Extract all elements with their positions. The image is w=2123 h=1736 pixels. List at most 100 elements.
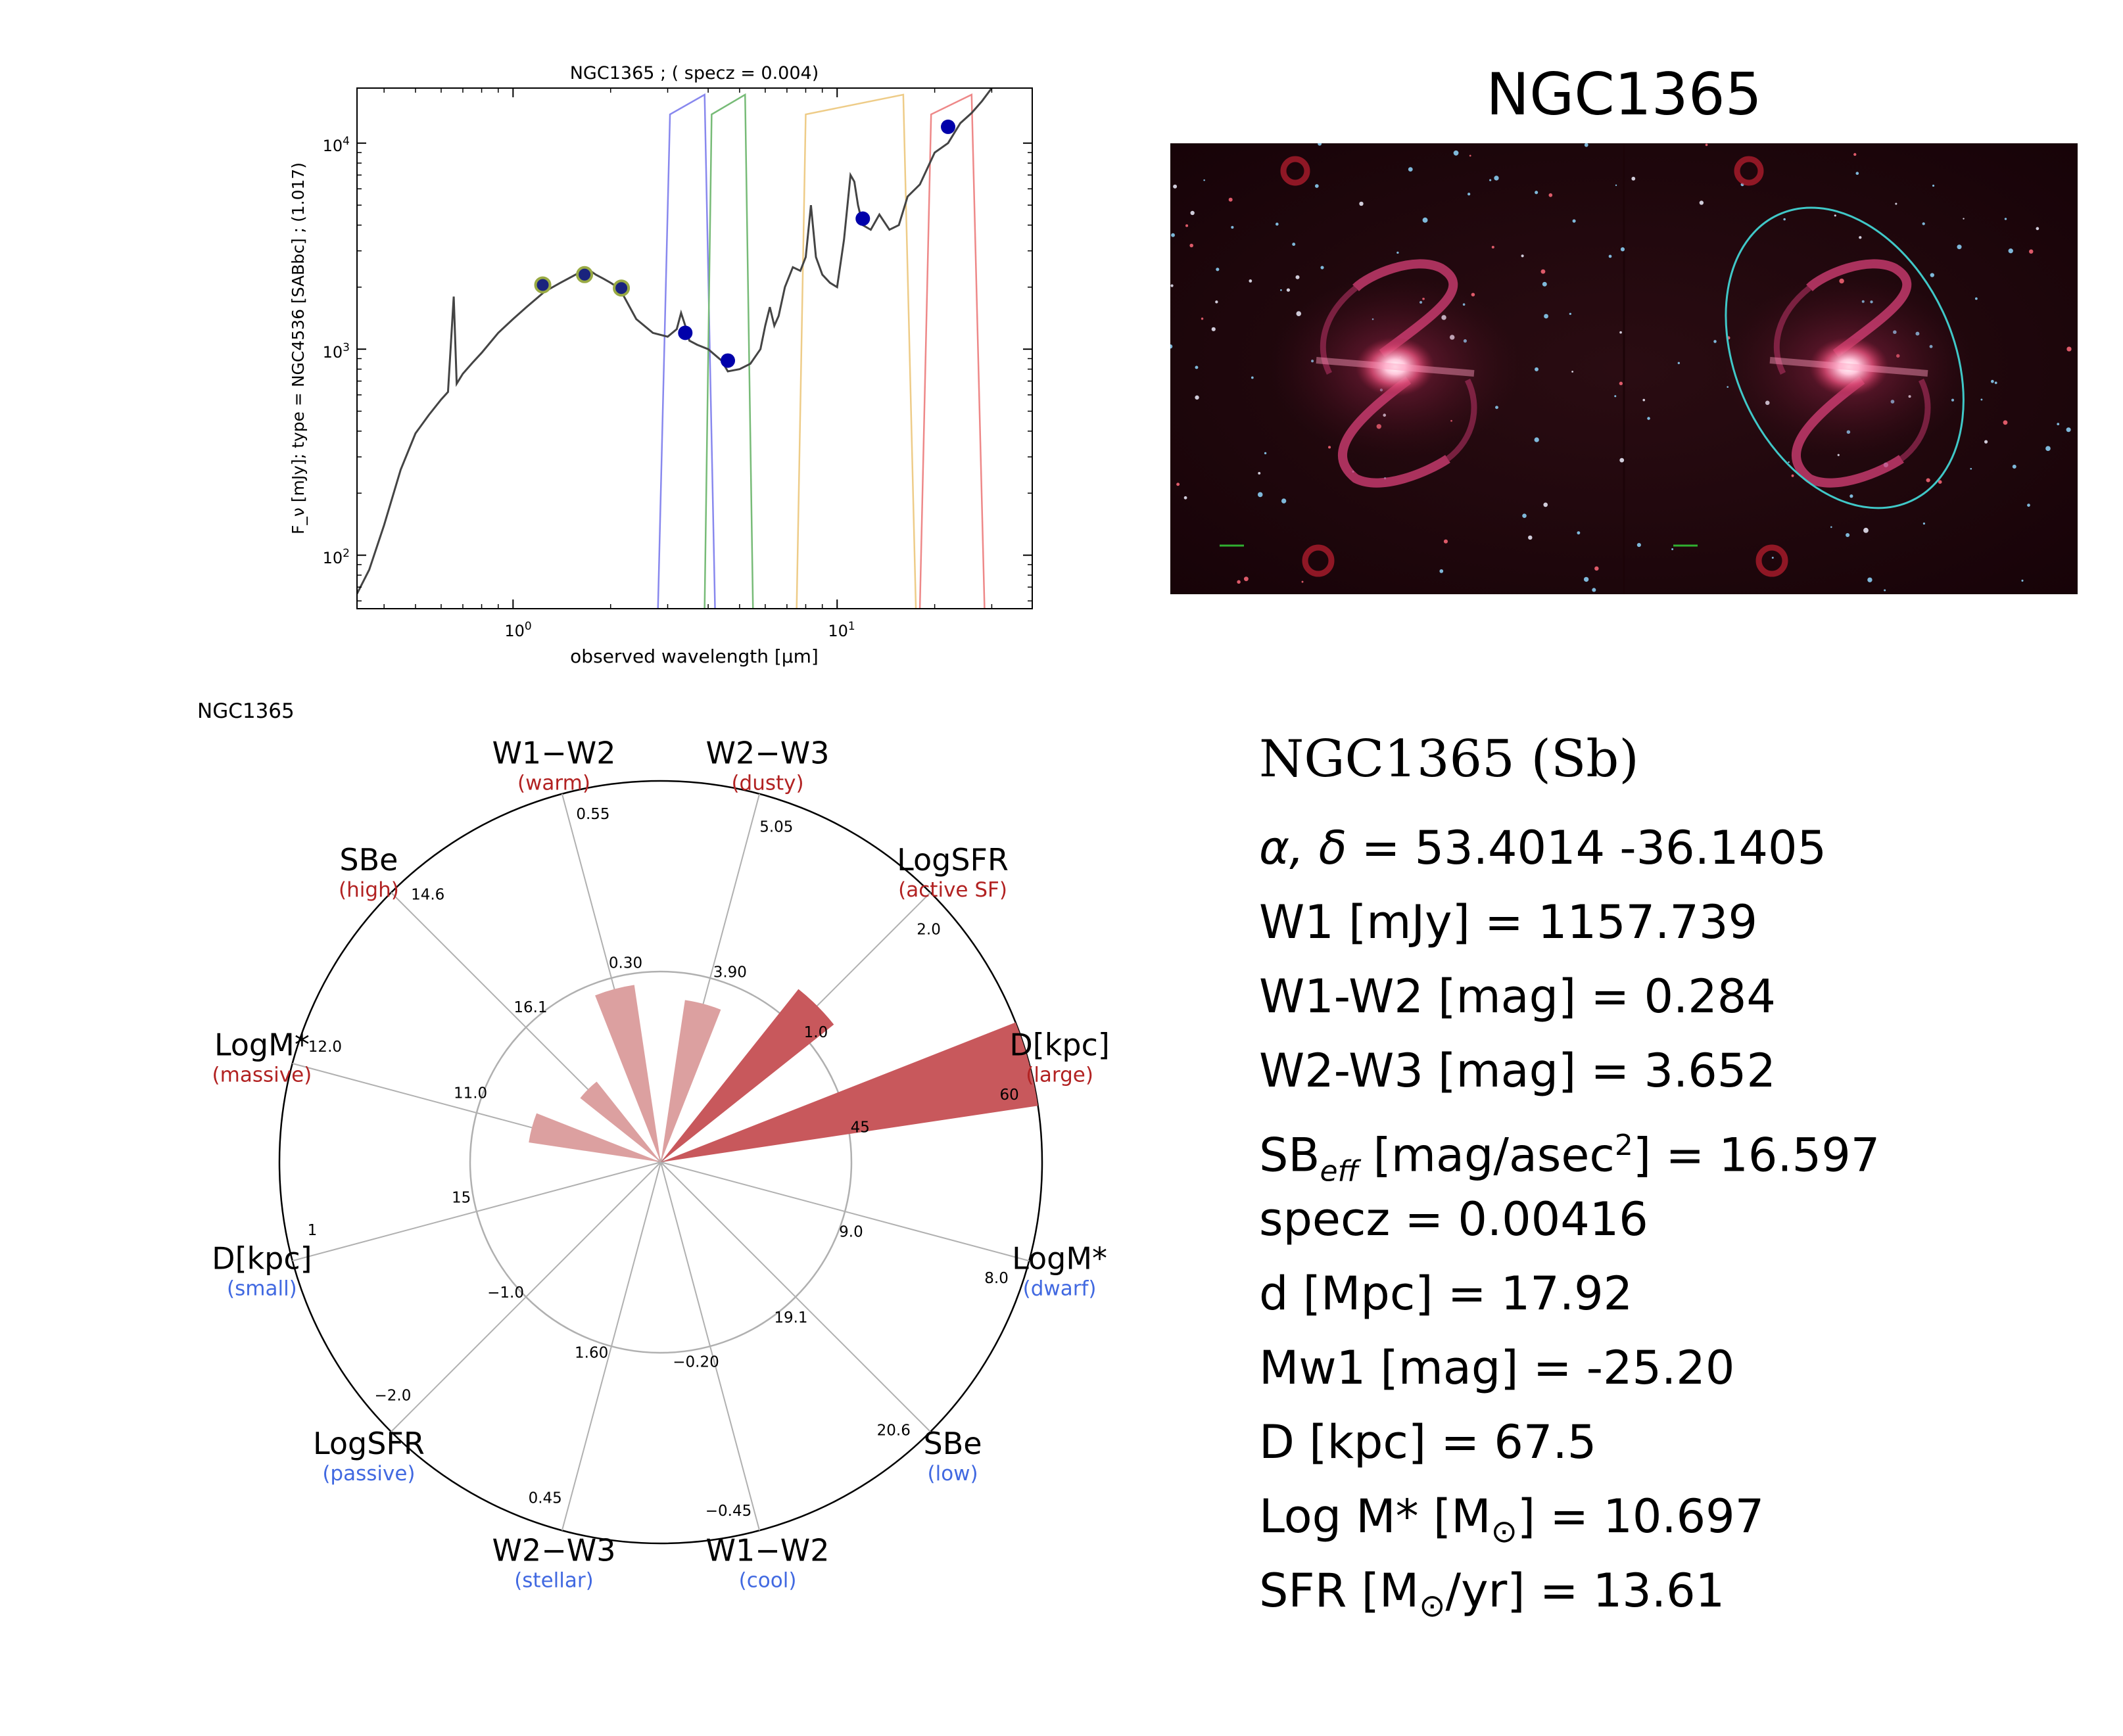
star [1543, 502, 1548, 507]
radar-axis-label: SBe [339, 842, 398, 878]
star [1328, 446, 1331, 449]
radar-inner-tick: 0.30 [609, 955, 642, 972]
radar-inner-tick: 45 [851, 1119, 870, 1137]
info-diameter: D [kpc] = 67.5 [1259, 1415, 1597, 1469]
star [1540, 269, 1546, 274]
radar-axis-sublabel: (low) [928, 1462, 978, 1486]
star [1528, 535, 1533, 540]
star [1771, 556, 1774, 559]
sed-chart: NGC1365 ; ( specz = 0.004) 100 101 102 1… [289, 63, 1033, 667]
star [2012, 464, 2016, 469]
radar-inner-tick: 15 [452, 1189, 471, 1206]
sed-axis-ticks [357, 88, 1032, 609]
radar-bar [580, 1081, 661, 1162]
star [1176, 482, 1180, 486]
radar-axis-sublabel: (stellar) [514, 1569, 594, 1593]
radar-inner-tick: 1.0 [804, 1024, 828, 1041]
star [1320, 266, 1324, 270]
sed-point-wise [721, 353, 736, 368]
radar-axis-label: W1−W2 [706, 1533, 830, 1568]
star [1189, 243, 1193, 248]
ghost-artifact [1280, 156, 1310, 186]
radar-inner-tick: 3.90 [713, 964, 747, 981]
star [1491, 245, 1494, 249]
star [1489, 179, 1492, 181]
info-w1-w2: W1-W2 [mag] = 0.284 [1259, 970, 1776, 1023]
sed-photometry-points [534, 119, 956, 368]
star [1467, 193, 1471, 196]
sed-point-wise [678, 325, 693, 340]
star [1203, 179, 1205, 181]
filter-curve-W2 [704, 93, 754, 609]
star [1619, 331, 1622, 334]
star [1522, 513, 1527, 518]
star [1584, 143, 1588, 147]
sed-point-2mass [534, 276, 552, 294]
star [1713, 340, 1717, 343]
star [1439, 569, 1444, 573]
star [1922, 522, 1926, 525]
filter-curve-W4 [918, 93, 986, 609]
star [1535, 191, 1539, 195]
radar-axis-sublabel: (cool) [739, 1569, 797, 1593]
info-distance: d [Mpc] = 17.92 [1259, 1267, 1633, 1321]
star [1957, 245, 1962, 250]
star [2004, 218, 2007, 220]
radar-inner-tick: 19.1 [774, 1309, 807, 1326]
star [1583, 576, 1589, 582]
star [1984, 440, 1988, 444]
star [2008, 248, 2013, 254]
radar-axis-label: W2−W3 [492, 1533, 615, 1568]
radar-bars [529, 985, 1038, 1162]
radar-inner-tick: −0.20 [673, 1353, 719, 1371]
star [2021, 579, 2024, 582]
radar-inner-tick: 9.0 [839, 1223, 863, 1240]
radar-outer-tick: 5.05 [759, 818, 793, 835]
star [1396, 251, 1399, 254]
galaxy-image [1170, 143, 2078, 594]
star [1295, 275, 1300, 279]
star [1620, 247, 1625, 252]
star [2036, 227, 2040, 231]
radar-axis-labels: W1−W2(warm)W2−W3(dusty)LogSFR(active SF)… [212, 735, 1110, 1592]
star [1636, 542, 1641, 548]
star [1301, 580, 1304, 583]
star [1534, 437, 1539, 442]
radar-bar [661, 1000, 721, 1162]
star [1699, 200, 1704, 205]
radar-inner-tick: 16.1 [513, 999, 547, 1016]
star [1494, 176, 1499, 181]
star [1521, 254, 1524, 258]
ghost-artifact [1734, 156, 1764, 186]
star [1195, 365, 1199, 369]
star [1535, 367, 1539, 371]
star [2029, 249, 2034, 254]
star [1249, 279, 1252, 283]
star [1548, 193, 1553, 197]
sed-plot-frame [356, 87, 1033, 609]
star [1408, 167, 1413, 172]
star [1830, 526, 1832, 528]
ghost-artifact [1755, 544, 1788, 577]
radar-bar [661, 1022, 1038, 1162]
star [1453, 150, 1459, 156]
star [1264, 452, 1267, 455]
aperture-ellipse [1725, 206, 1965, 509]
star [2027, 504, 2030, 507]
radar-outer-tick: 0.55 [576, 806, 609, 823]
radar-outer-tick: 8.0 [984, 1270, 1009, 1287]
info-stellar-mass: Log M* [M⊙] = 10.697 [1259, 1490, 1765, 1550]
star [1231, 225, 1234, 229]
star [1237, 580, 1241, 584]
radar-axis-sublabel: (passive) [322, 1462, 415, 1486]
radar-spoke [660, 1161, 1030, 1262]
radar-axis-sublabel: (dusty) [731, 771, 803, 795]
star [1170, 284, 1174, 287]
radar-spoke [561, 1161, 661, 1531]
info-panel: NGC1365 (Sb) α, δ = 53.4014 -36.1405 W1 … [1259, 730, 1880, 1628]
star [1849, 494, 1853, 498]
sed-point-wise [941, 119, 956, 134]
radar-outer-tick: 14.6 [411, 886, 444, 903]
star [1930, 273, 1934, 277]
radar-outer-tick: 1 [308, 1222, 318, 1239]
